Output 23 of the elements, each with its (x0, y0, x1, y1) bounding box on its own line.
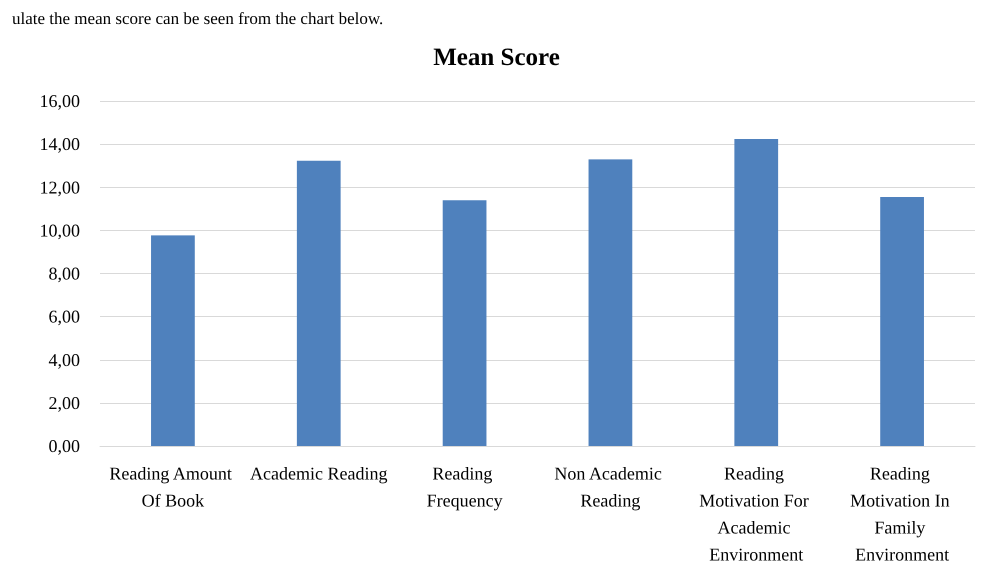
y-tick-label: 12,00 (40, 177, 80, 198)
x-tick-label: Non Academic Reading (554, 464, 666, 510)
x-tick-label: Reading Motivation For Academic Environment (699, 464, 814, 564)
text: ulate the mean score can be seen from the chart below. (12, 9, 384, 28)
x-tick-label: Reading Frequency (426, 464, 503, 510)
x-tick-label: Academic Reading (250, 464, 388, 484)
y-tick-label: 10,00 (40, 220, 80, 240)
y-tick-label: 6,00 (48, 306, 80, 327)
y-tick-label: 14,00 (40, 134, 80, 154)
y-tick-label: 0,00 (48, 436, 80, 456)
x-tick-label: Reading Amount Of Book (109, 464, 236, 510)
y-tick-label: 16,00 (40, 91, 80, 111)
x-tick-label: Reading Motivation In Family Environment (850, 464, 954, 564)
bar (442, 200, 486, 446)
bar (734, 138, 778, 446)
bar (588, 159, 632, 446)
chart-title: Mean Score (433, 44, 560, 71)
y-tick-label: 4,00 (48, 350, 80, 370)
bar (151, 235, 195, 446)
bar (296, 160, 341, 446)
bar (880, 196, 924, 446)
y-tick-label: 8,00 (48, 264, 80, 284)
y-tick-label: 2,00 (48, 392, 80, 413)
